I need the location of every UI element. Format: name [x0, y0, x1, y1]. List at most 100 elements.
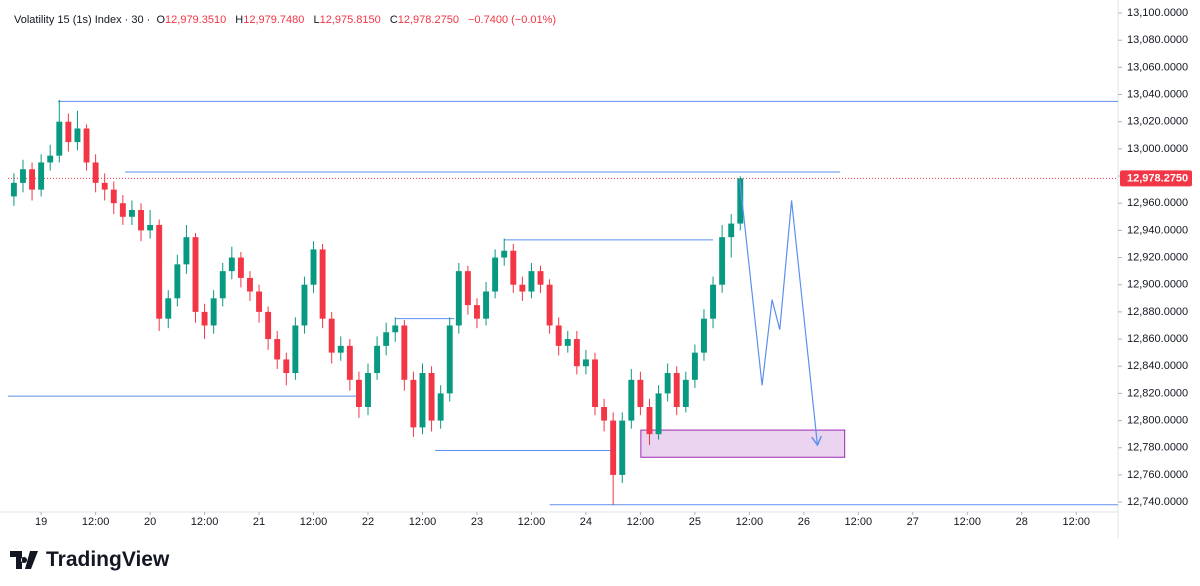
- y-tick-label: 12,780.0000: [1127, 442, 1188, 454]
- candle-body: [301, 284, 308, 326]
- candle-body: [210, 298, 217, 326]
- candle-body: [192, 237, 199, 312]
- candle-body: [156, 224, 163, 319]
- y-tick-label: 13,060.0000: [1127, 61, 1188, 73]
- x-tick-label: 12:00: [954, 516, 982, 528]
- brand[interactable]: TradingView: [10, 548, 169, 572]
- y-tick-label: 12,960.0000: [1127, 197, 1188, 209]
- candle-body: [237, 257, 244, 278]
- candle-body: [474, 305, 480, 319]
- candle-body: [228, 257, 235, 272]
- candle-body: [20, 169, 26, 183]
- x-tick-label: 21: [253, 516, 265, 528]
- candle-body: [283, 359, 290, 374]
- candle-body: [310, 249, 317, 285]
- candle-body: [355, 379, 362, 407]
- candle-body: [601, 406, 608, 421]
- candle-body: [92, 162, 99, 183]
- ohlc-value: 12,979.7480: [243, 14, 305, 26]
- candle-body: [501, 250, 508, 258]
- candle-body: [274, 339, 281, 360]
- symbol: Volatility 15 (1s) Index · 30 ·: [14, 14, 151, 26]
- candle-body: [110, 189, 117, 204]
- candle-body: [455, 271, 462, 326]
- candle-body: [174, 264, 181, 299]
- candle-body: [392, 325, 399, 333]
- candle-body: [664, 373, 671, 394]
- y-tick-label: 13,080.0000: [1127, 34, 1188, 46]
- candle-body: [138, 210, 144, 231]
- x-tick-label: 20: [144, 516, 156, 528]
- candle-body: [38, 162, 45, 190]
- candle-body: [619, 420, 626, 475]
- candle-body: [655, 393, 662, 435]
- ohlc-label: L: [313, 14, 320, 26]
- x-tick-label: 12:00: [191, 516, 219, 528]
- x-tick-label: 12:00: [627, 516, 655, 528]
- candle-body: [682, 379, 689, 407]
- x-tick-label: 28: [1016, 516, 1028, 528]
- y-tick-label: 13,000.0000: [1127, 143, 1188, 155]
- candle-body: [47, 155, 54, 163]
- candle-body: [365, 373, 371, 407]
- y-tick-label: 12,940.0000: [1127, 224, 1188, 236]
- candle-body: [437, 393, 444, 421]
- x-tick-label: 25: [689, 516, 701, 528]
- x-tick-label: 12:00: [409, 516, 437, 528]
- ohlc-value: 12,979.3510: [165, 14, 227, 26]
- x-tick-label: 23: [471, 516, 483, 528]
- candle-body: [710, 284, 716, 319]
- x-tick-label: 12:00: [1062, 516, 1090, 528]
- ohlc-label: O: [156, 14, 166, 26]
- candle-body: [183, 237, 190, 265]
- candle-body: [701, 318, 707, 353]
- candle-body: [247, 277, 253, 292]
- brand-name: TradingView: [46, 548, 170, 571]
- y-tick-label: 12,740.0000: [1127, 496, 1188, 508]
- candle-body: [74, 128, 81, 143]
- y-tick-label: 12,860.0000: [1127, 333, 1188, 345]
- x-tick-label: 22: [362, 516, 374, 528]
- candle-body: [419, 373, 426, 428]
- y-tick-label: 13,020.0000: [1127, 116, 1188, 128]
- price-tag-label: 12,978.2750: [1127, 172, 1188, 184]
- candle-body: [719, 237, 726, 285]
- candle-body: [528, 271, 535, 292]
- candle-body: [83, 128, 90, 163]
- candle-body: [119, 203, 126, 217]
- y-tick-label: 12,920.0000: [1127, 251, 1188, 263]
- projection-path: [739, 180, 823, 447]
- y-tick-label: 12,820.0000: [1127, 387, 1188, 399]
- x-tick-label: 26: [798, 516, 810, 528]
- candle-body: [410, 379, 417, 428]
- candle-body: [56, 121, 63, 156]
- candle-body: [628, 379, 635, 421]
- candle-body: [337, 345, 344, 353]
- candle-body: [256, 291, 263, 312]
- candle-body: [10, 182, 17, 197]
- ohlc-label: H: [235, 14, 244, 26]
- x-tick-label: 12:00: [736, 516, 764, 528]
- candle-body: [328, 318, 335, 353]
- x-tick-label: 12:00: [518, 516, 546, 528]
- candle-body: [464, 271, 471, 306]
- candle-body: [401, 325, 408, 380]
- candle-body: [582, 359, 589, 367]
- y-tick-label: 13,040.0000: [1127, 88, 1188, 100]
- candle-body: [573, 339, 580, 367]
- x-tick-label: 27: [907, 516, 919, 528]
- candle-body: [201, 311, 208, 326]
- candle-body: [610, 420, 617, 475]
- candle-body: [265, 311, 272, 340]
- candle-body: [519, 284, 526, 292]
- y-tick-label: 12,800.0000: [1127, 414, 1188, 426]
- ohlc-value: 12,975.8150: [319, 14, 381, 26]
- x-tick-label: 12:00: [845, 516, 873, 528]
- candle-body: [691, 352, 698, 380]
- candle-body: [292, 325, 299, 374]
- x-tick-label: 24: [580, 516, 592, 528]
- candle-body: [555, 325, 562, 346]
- candle-body: [728, 223, 735, 238]
